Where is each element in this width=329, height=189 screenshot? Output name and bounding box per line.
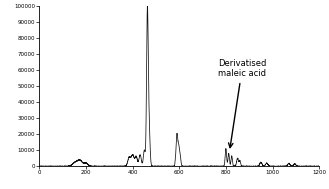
Text: Derivatised
maleic acid: Derivatised maleic acid (218, 59, 266, 148)
